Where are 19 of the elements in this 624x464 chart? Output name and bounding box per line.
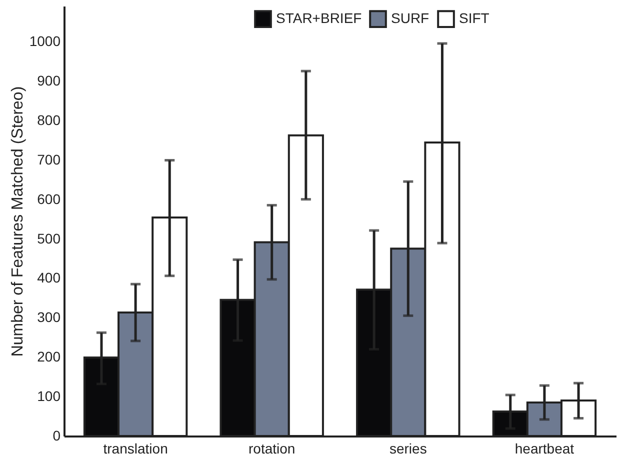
- x-tick-label: heartbeat: [514, 440, 574, 456]
- x-tick-label: series: [389, 440, 427, 456]
- y-tick-label: 300: [37, 309, 61, 326]
- y-tick-label: 900: [37, 72, 61, 88]
- y-tick-label: 0: [52, 428, 61, 444]
- y-tick-label: 800: [37, 112, 61, 128]
- legend-label: SURF: [391, 10, 430, 26]
- y-tick-label: 600: [37, 190, 61, 207]
- x-tick-label: translation: [103, 440, 168, 456]
- y-axis-title: Number of Features Matched (Stereo): [9, 86, 26, 357]
- legend-label: STAR+BRIEF: [276, 10, 362, 26]
- y-tick-label: 1000: [29, 33, 61, 50]
- y-tick-label: 200: [37, 348, 61, 365]
- y-tick-label: 500: [37, 230, 61, 246]
- y-tick-label: 100: [37, 388, 61, 404]
- x-tick-label: rotation: [248, 440, 296, 456]
- y-tick-label: 400: [37, 270, 61, 286]
- legend-label: SIFT: [459, 10, 490, 26]
- y-tick-label: 700: [37, 151, 61, 168]
